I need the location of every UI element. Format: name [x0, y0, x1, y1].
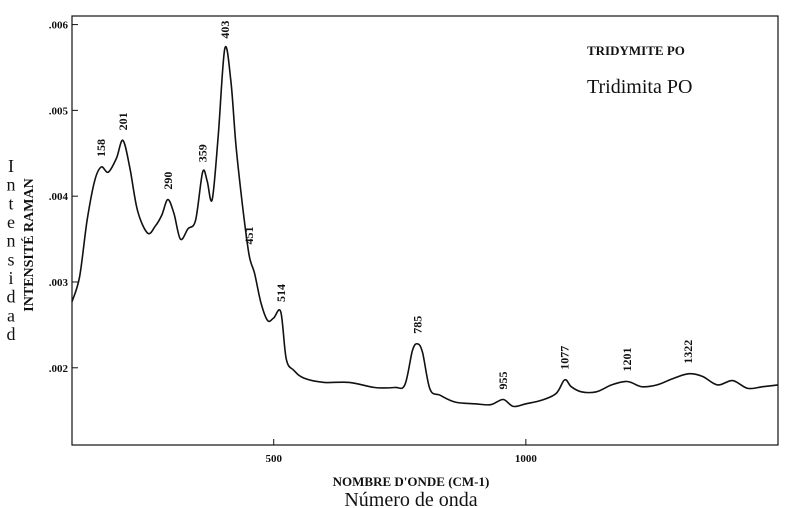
x-tick-label: 500: [265, 453, 282, 465]
y-tick-label: .006: [49, 20, 69, 32]
peak-label: 403: [218, 21, 232, 39]
x-axis-label-secondary: Número de onda: [344, 489, 477, 508]
plot-frame: [71, 15, 779, 446]
y-tick-label: .003: [49, 277, 69, 289]
y-axis-label-secondary-letter: d: [7, 324, 16, 344]
peak-label: 290: [161, 172, 175, 190]
y-axis-label-secondary-letter: e: [7, 212, 15, 232]
y-tick-label: .002: [49, 363, 69, 375]
x-axis-label: NOMBRE D'ONDE (CM-1): [333, 474, 490, 489]
x-tick-label: 1000: [515, 453, 538, 465]
peak-label: 785: [410, 316, 424, 334]
y-axis-label-secondary-letter: n: [7, 231, 16, 251]
y-axis-label-secondary-letter: I: [8, 156, 14, 176]
chart-subtitle: Tridimita PO: [587, 76, 692, 98]
y-axis-label-secondary-letter: d: [7, 287, 16, 307]
chart-title: TRIDYMITE PO: [587, 43, 685, 58]
peak-label: 201: [116, 112, 130, 130]
y-axis-label-secondary-letter: a: [7, 305, 15, 325]
peak-label: 1201: [620, 348, 634, 372]
x-axis-ticks: 500 1000: [265, 439, 537, 465]
peak-label: 514: [274, 284, 288, 302]
y-tick-label: .005: [49, 105, 69, 117]
y-axis-ticks: .002 .003 .004 .005 .006: [49, 20, 78, 375]
y-axis-label-secondary-letter: t: [8, 193, 13, 213]
peak-label: 359: [196, 144, 210, 162]
y-tick-label: .004: [49, 191, 69, 203]
y-axis-label-secondary-letter: i: [8, 268, 13, 288]
peak-label: 451: [242, 227, 256, 245]
peak-label: 1077: [558, 346, 572, 370]
spectrum-line: [71, 45, 779, 408]
peak-label: 158: [94, 139, 108, 157]
peak-label: 1322: [681, 340, 695, 364]
peak-label: 955: [496, 372, 510, 390]
y-axis-label: INTENSITÉ RAMAN: [20, 178, 37, 311]
y-axis-label-secondary-letter: s: [7, 249, 14, 269]
peak-labels: 158 201 290 359 403 451 514 785 955 1077 1201 1322: [94, 21, 695, 390]
y-axis-label-secondary-letter: n: [7, 175, 16, 195]
